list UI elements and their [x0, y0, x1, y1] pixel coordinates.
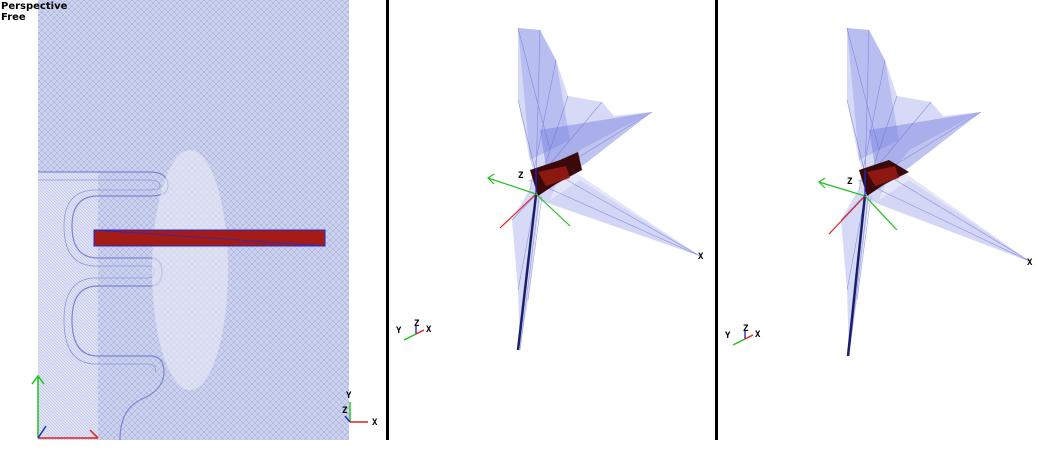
viewport-mode-label: Perspective [1, 1, 68, 12]
perspective-viewport[interactable]: Y X Z Perspective Free [0, 0, 385, 458]
far-x-label: X [698, 252, 704, 262]
triad-x-label: X [755, 330, 761, 340]
axis-triad: Y X Z [342, 391, 378, 428]
mesh-wireframe [840, 27, 1032, 357]
triad-y-label: Y [396, 326, 402, 336]
far-x-label: X [1027, 258, 1033, 268]
mesh-viewport-a[interactable]: Z X Y Z X [390, 0, 714, 458]
axis-triad: Y Z X [396, 319, 432, 341]
mesh-wireframe [511, 27, 701, 351]
origin-z-label: Z [518, 171, 524, 181]
viewport-divider[interactable] [715, 0, 718, 440]
viewport-divider[interactable] [386, 0, 389, 440]
mesh-canvas-3d-a[interactable]: Z X Y Z X [390, 0, 714, 458]
finger-region [38, 171, 169, 441]
refined-mesh-zone [152, 150, 228, 390]
triad-z-label: Z [342, 406, 348, 416]
mesh-canvas-3d-b[interactable]: Z X Y Z X [719, 0, 1044, 458]
viewport-submode-label: Free [1, 12, 26, 23]
triad-z-label: Z [743, 324, 749, 334]
origin-axes: Z X [818, 170, 1033, 268]
global-axes [31, 374, 99, 439]
mesh-viewport-b[interactable]: Z X Y Z X [719, 0, 1044, 458]
mesh-canvas-2d[interactable]: Y X Z [0, 0, 385, 458]
axis-triad: Y Z X [725, 324, 761, 346]
triad-x-label: X [372, 418, 378, 428]
triad-x-label: X [426, 325, 432, 335]
triad-z-label: Z [414, 319, 420, 329]
origin-z-label: Z [847, 177, 853, 187]
triad-y-label: Y [346, 391, 352, 401]
origin-axes: Z X [487, 168, 704, 262]
triad-y-label: Y [725, 331, 731, 341]
part-bar [93, 229, 326, 247]
